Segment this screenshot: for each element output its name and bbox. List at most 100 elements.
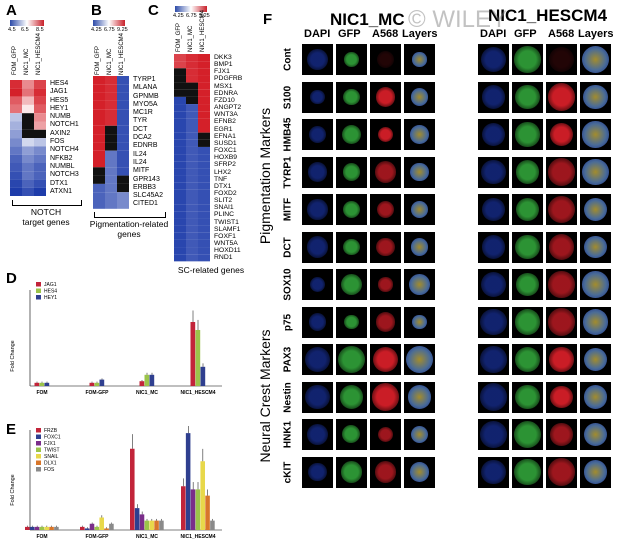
micrograph-hescm4-ckit-dapi bbox=[478, 456, 509, 488]
panel-label-e: E bbox=[6, 421, 17, 438]
heatmap-cell bbox=[117, 125, 129, 135]
gene-a: NOTCH4 bbox=[50, 146, 79, 154]
bar bbox=[34, 526, 40, 530]
heatmap-cell bbox=[22, 113, 34, 122]
group-pigmentation: Pigmentation Markers bbox=[257, 44, 273, 306]
heatmap-cell bbox=[198, 189, 210, 197]
gene-c: EFNA1 bbox=[214, 132, 236, 140]
caption-a-line2: target genes bbox=[22, 217, 70, 227]
micrograph-hescm4-pax3-dapi bbox=[478, 344, 509, 375]
heatmap-cell bbox=[186, 254, 198, 262]
col-c-1: FOM_GFP bbox=[176, 22, 182, 52]
chart-e-bars bbox=[25, 426, 215, 530]
heatmap-cell bbox=[174, 89, 186, 97]
row-label-ckit: cKIT bbox=[282, 461, 294, 483]
gene-c: DKK3 bbox=[214, 54, 232, 61]
heatmap-cell bbox=[10, 121, 22, 130]
row-label-dct: DCT bbox=[282, 236, 294, 258]
heatmap-cell bbox=[198, 111, 210, 119]
bar bbox=[130, 448, 135, 530]
heatmap-cell bbox=[198, 161, 210, 169]
heatmap-cell bbox=[93, 84, 105, 93]
micrograph-mc-cont-dapi bbox=[302, 44, 333, 75]
panel-label-d: D bbox=[6, 270, 17, 287]
micrograph-mc-tyrp1-a568 bbox=[370, 156, 401, 188]
channel-header-gfp: GFP bbox=[338, 28, 361, 40]
bar bbox=[99, 379, 105, 386]
micrograph-mc-dct-a568 bbox=[370, 231, 401, 263]
row-label-s100: S100 bbox=[282, 85, 294, 109]
heatmap-cell bbox=[34, 88, 46, 97]
heatmap-cell bbox=[186, 204, 198, 212]
col-a-2: NIC1_MC bbox=[24, 48, 30, 75]
heatmap-cell bbox=[198, 68, 210, 76]
gene-c: PDGFRB bbox=[214, 75, 243, 83]
micrograph-mc-tyrp1-layers bbox=[404, 156, 435, 188]
heatmap-cell bbox=[186, 146, 198, 155]
micrograph-hescm4-pax3-layers bbox=[580, 344, 611, 375]
gene-b: MC1R bbox=[133, 109, 153, 117]
category-label: FOM-GFP bbox=[85, 390, 109, 396]
heatmap-cell bbox=[186, 154, 198, 162]
channel-header-a568: A568 bbox=[548, 28, 575, 40]
heatmap-cell bbox=[34, 138, 46, 147]
chart-d-bars bbox=[34, 310, 206, 386]
micrograph-hescm4-hnk1-gfp bbox=[512, 419, 543, 450]
group-neural-crest-label: Neural Crest Markers bbox=[257, 329, 273, 463]
micrograph-hescm4-dct-gfp bbox=[512, 231, 543, 263]
caption-b-line1: Pigmentation-related bbox=[89, 219, 169, 229]
heatmap-cell bbox=[22, 163, 34, 172]
micrograph-hescm4-cont-gfp bbox=[512, 44, 543, 75]
bar bbox=[139, 514, 145, 530]
micrograph-hescm4-sox10-a568 bbox=[546, 269, 577, 300]
micrograph-mc-cont-gfp bbox=[336, 44, 367, 75]
heatmap-cell bbox=[174, 96, 186, 105]
micrograph-hescm4-p75-layers bbox=[580, 306, 611, 338]
gene-c: FOXD2 bbox=[214, 189, 237, 197]
gene-c: ANGPT2 bbox=[214, 104, 242, 112]
micrograph-mc-nestin-layers bbox=[404, 381, 435, 413]
heatmap-cell bbox=[186, 211, 198, 219]
bar bbox=[195, 489, 201, 530]
legend-swatch bbox=[36, 460, 41, 465]
bar bbox=[94, 526, 100, 530]
scale-a-max: 8.5 bbox=[36, 27, 44, 33]
heatmap-cell bbox=[198, 225, 210, 233]
heatmap-b-color-scale bbox=[93, 20, 125, 26]
heatmap-cell bbox=[198, 118, 210, 126]
bar bbox=[149, 374, 155, 386]
heatmap-cell bbox=[117, 117, 129, 126]
bar bbox=[181, 486, 186, 530]
heatmap-cell bbox=[93, 167, 105, 176]
micrograph-mc-dct-layers bbox=[404, 231, 435, 263]
heatmap-cell bbox=[198, 218, 210, 226]
category-label: NIC1_MC bbox=[136, 390, 158, 396]
gene-b: DCT bbox=[133, 125, 148, 133]
heatmap-cell bbox=[186, 132, 198, 140]
heatmap-cell bbox=[117, 92, 129, 101]
micrograph-mc-ckit-layers bbox=[404, 456, 435, 488]
row-label-mitf: MITF bbox=[282, 197, 294, 222]
micrograph-hescm4-hmb45-layers bbox=[580, 119, 611, 150]
heatmap-cell bbox=[105, 150, 117, 159]
bar bbox=[49, 526, 54, 530]
bracket-a bbox=[12, 200, 82, 206]
bar bbox=[134, 508, 140, 530]
gene-c: RND1 bbox=[214, 254, 233, 262]
heatmap-cell bbox=[174, 189, 186, 197]
heatmap-cell bbox=[174, 54, 186, 62]
micrograph-mc-hnk1-layers bbox=[404, 419, 435, 450]
heatmap-cell bbox=[117, 150, 129, 159]
gene-b: IL24 bbox=[133, 150, 147, 158]
heatmap-cell bbox=[105, 109, 117, 118]
heatmap-cell bbox=[93, 125, 105, 135]
caption-a-line1: NOTCH bbox=[30, 207, 62, 217]
heatmap-cell bbox=[93, 175, 105, 184]
gene-c: HOXD11 bbox=[214, 247, 241, 255]
legend-swatch bbox=[36, 295, 41, 300]
heatmap-cell bbox=[174, 132, 186, 140]
gene-a: HEY1 bbox=[50, 104, 69, 112]
micrograph-mc-sox10-layers bbox=[404, 269, 435, 300]
gene-a: NOTCH3 bbox=[50, 171, 79, 179]
